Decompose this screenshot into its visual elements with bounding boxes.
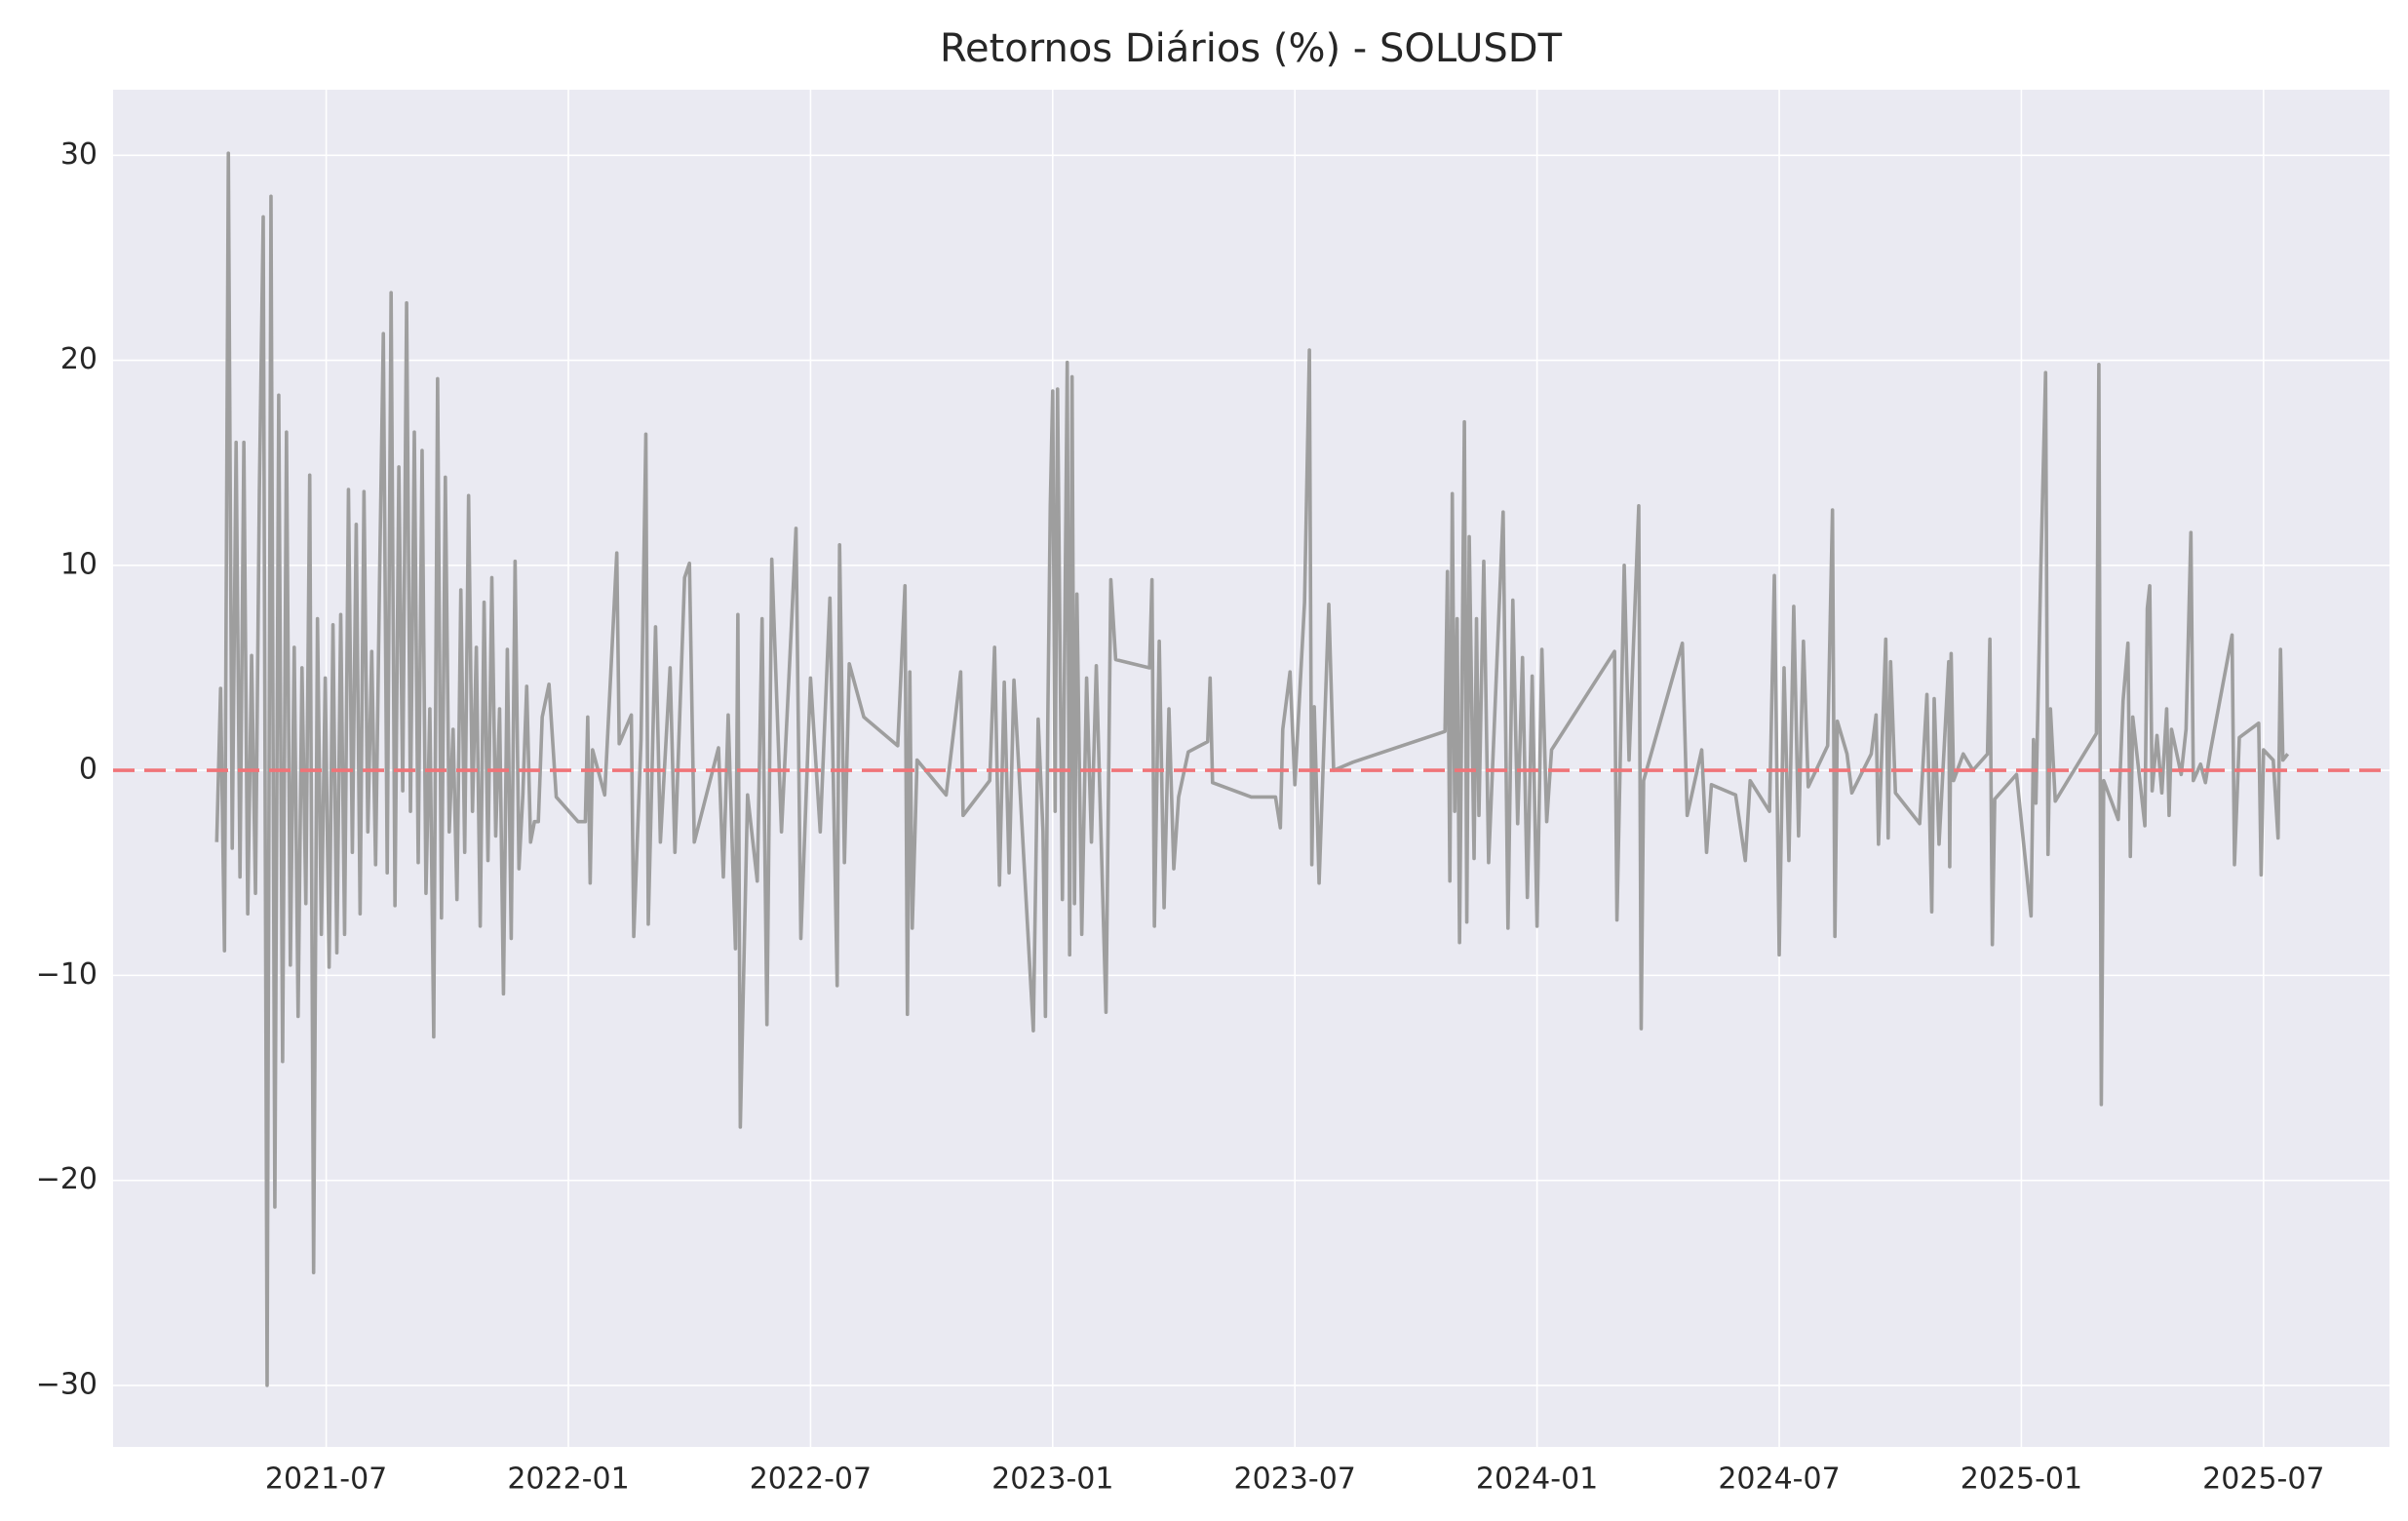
x-tick-label: 2023-07 — [1234, 1462, 1356, 1497]
y-tick-label: 10 — [60, 547, 97, 581]
return-line — [214, 151, 2290, 1387]
y-tick-label: −20 — [36, 1162, 97, 1196]
plot-area — [113, 90, 2389, 1447]
x-tick-label: 2024-07 — [1718, 1462, 1840, 1497]
x-tick-label: 2022-01 — [507, 1462, 629, 1497]
chart-title: Retornos Diários (%) - SOLUSDT — [940, 26, 1563, 71]
y-tick-label: −10 — [36, 957, 97, 992]
x-tick-label: 2023-01 — [991, 1462, 1113, 1497]
y-tick-label: 20 — [60, 342, 97, 376]
x-tick-label: 2025-01 — [1961, 1462, 2082, 1497]
y-tick-label: −30 — [36, 1367, 97, 1401]
x-tick-label: 2022-07 — [750, 1462, 872, 1497]
y-tick-label: 30 — [60, 137, 97, 172]
x-tick-label: 2021-07 — [265, 1462, 387, 1497]
x-tick-label: 2024-01 — [1476, 1462, 1598, 1497]
x-tick-label: 2025-07 — [2202, 1462, 2324, 1497]
y-tick-label: 0 — [79, 753, 97, 787]
